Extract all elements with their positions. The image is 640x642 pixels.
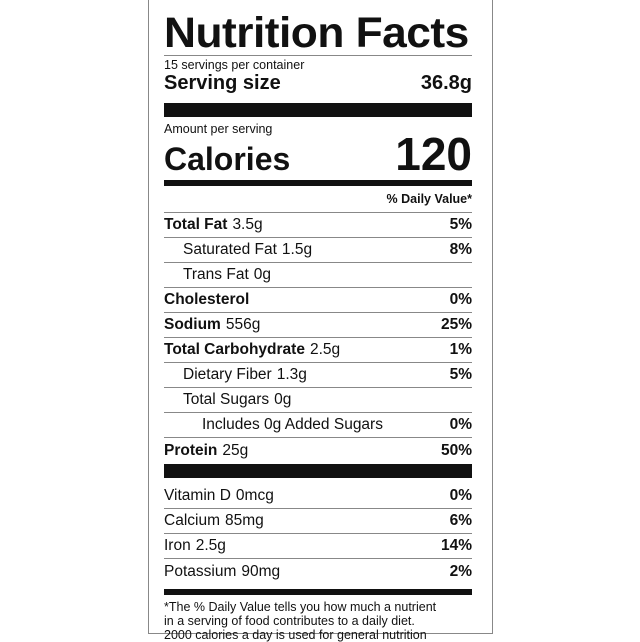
nutrient-amount: 90mg <box>241 562 281 580</box>
nutrient-row: Protein 25g 50% <box>164 438 472 463</box>
nutrient-amount: 1.5g <box>281 241 313 258</box>
nutrient-daily-value: 8% <box>449 241 472 258</box>
nutrient-name: Dietary Fiber <box>183 366 272 383</box>
calories-value: 120 <box>395 128 472 180</box>
nutrient-row: Sodium 556g 25% <box>164 313 472 338</box>
nutrient-row: Vitamin D 0mcg 0% <box>164 484 472 509</box>
nutrient-amount: 0g <box>253 266 271 283</box>
nutrient-row: Iron 2.5g 14% <box>164 534 472 559</box>
nutrient-daily-value: 0% <box>449 291 472 308</box>
nutrient-row: Potassium 90mg 2% <box>164 559 472 584</box>
label-title: Nutrition Facts <box>164 9 469 57</box>
nutrient-name-amount: Potassium 90mg <box>164 563 280 581</box>
medium-divider <box>164 180 472 186</box>
nutrient-name-amount: Total Fat 3.5g <box>164 216 263 234</box>
nutrient-amount: 85mg <box>224 512 264 529</box>
nutrient-name-amount: Total Carbohydrate 2.5g <box>164 341 340 359</box>
serving-size-value: 36.8g <box>420 72 472 94</box>
nutrient-amount: 0g <box>274 391 292 408</box>
nutrient-name-amount: Iron 2.5g <box>164 537 226 555</box>
footnote-line: in a serving of food contributes to a da… <box>164 614 415 628</box>
nutrient-name-amount: Includes 0g Added Sugars <box>202 416 388 434</box>
nutrient-row: Cholesterol 0% <box>164 288 472 313</box>
nutrient-name: Sodium <box>164 316 221 333</box>
nutrient-amount: 556g <box>225 316 261 333</box>
nutrient-name: Protein <box>164 441 218 459</box>
vitamin-list: Vitamin D 0mcg 0% Calcium 85mg 6% Iron 2.5g 14% P… <box>164 484 472 584</box>
nutrient-row: Includes 0g Added Sugars 0% <box>164 413 472 438</box>
nutrient-amount: 2.5g <box>309 341 341 358</box>
serving-size: Serving size 36.8g <box>164 72 472 94</box>
medium-divider <box>164 589 472 595</box>
nutrient-name-amount: Sodium 556g <box>164 316 260 334</box>
nutrient-name-amount: Saturated Fat 1.5g <box>183 241 312 259</box>
nutrient-daily-value: 25% <box>440 316 472 333</box>
nutrient-row: Dietary Fiber 1.3g 5% <box>164 363 472 388</box>
amount-per-serving: Amount per serving <box>164 122 273 136</box>
nutrient-name: Cholesterol <box>164 291 250 308</box>
nutrient-row: Calcium 85mg 6% <box>164 509 472 534</box>
nutrient-daily-value: 14% <box>440 537 472 554</box>
nutrient-daily-value: 5% <box>449 216 472 233</box>
footnote: *The % Daily Value tells you how much a … <box>164 600 472 642</box>
nutrient-name: Saturated Fat <box>183 241 277 258</box>
nutrient-row: Total Sugars 0g <box>164 388 472 413</box>
nutrient-row: Total Fat 3.5g 5% <box>164 213 472 238</box>
nutrient-daily-value: 2% <box>449 562 472 580</box>
nutrient-amount: 1.3g <box>276 366 307 383</box>
nutrient-name: Total Carbohydrate <box>164 341 305 358</box>
nutrient-row: Trans Fat 0g <box>164 263 472 288</box>
nutrient-name: Includes 0g Added Sugars <box>202 416 383 433</box>
nutrient-amount: 3.5g <box>232 216 263 233</box>
nutrient-name-amount: Dietary Fiber 1.3g <box>183 366 307 384</box>
nutrient-amount: 2.5g <box>195 537 226 554</box>
nutrient-daily-value: 0% <box>449 487 472 504</box>
nutrient-name: Trans Fat <box>183 266 249 283</box>
nutrient-name-amount: Calcium 85mg <box>164 512 264 530</box>
nutrient-daily-value: 5% <box>449 366 472 383</box>
nutrient-name: Vitamin D <box>164 487 231 504</box>
servings-per-container: 15 servings per container <box>164 58 305 72</box>
divider <box>164 55 472 56</box>
nutrient-row: Saturated Fat 1.5g 8% <box>164 238 472 263</box>
calories-label: Calories <box>164 141 291 177</box>
nutrient-daily-value: 6% <box>449 512 472 529</box>
footnote-line: 2000 calories a day is used for general … <box>164 628 427 642</box>
thick-divider <box>164 464 472 478</box>
nutrient-name-amount: Vitamin D 0mcg <box>164 487 274 505</box>
nutrient-name-amount: Cholesterol <box>164 291 254 309</box>
nutrient-name: Total Fat <box>164 216 228 233</box>
nutrient-name: Iron <box>164 537 191 554</box>
nutrient-daily-value: 0% <box>449 416 472 433</box>
calories: Calories 120 <box>164 128 472 180</box>
nutrient-name-amount: Total Sugars 0g <box>183 391 291 409</box>
footnote-line: *The % Daily Value tells you how much a … <box>164 600 437 614</box>
nutrient-list: Total Fat 3.5g 5% Saturated Fat 1.5g 8% Trans … <box>164 213 472 463</box>
nutrient-name: Potassium <box>164 562 237 580</box>
daily-value-header: % Daily Value* <box>164 192 472 213</box>
nutrition-facts-label: Nutrition Facts 15 servings per containe… <box>148 0 493 642</box>
nutrient-amount: 25g <box>222 441 249 459</box>
nutrient-name: Total Sugars <box>183 391 270 408</box>
thick-divider <box>164 103 472 117</box>
serving-size-label: Serving size <box>164 72 281 94</box>
nutrient-daily-value: 50% <box>440 441 472 459</box>
nutrient-row: Total Carbohydrate 2.5g 1% <box>164 338 472 363</box>
nutrient-daily-value: 1% <box>449 341 472 358</box>
nutrient-name: Calcium <box>164 512 220 529</box>
nutrient-name-amount: Trans Fat 0g <box>183 266 271 284</box>
nutrient-amount: 0mcg <box>235 487 274 504</box>
nutrient-name-amount: Protein 25g <box>164 442 248 460</box>
